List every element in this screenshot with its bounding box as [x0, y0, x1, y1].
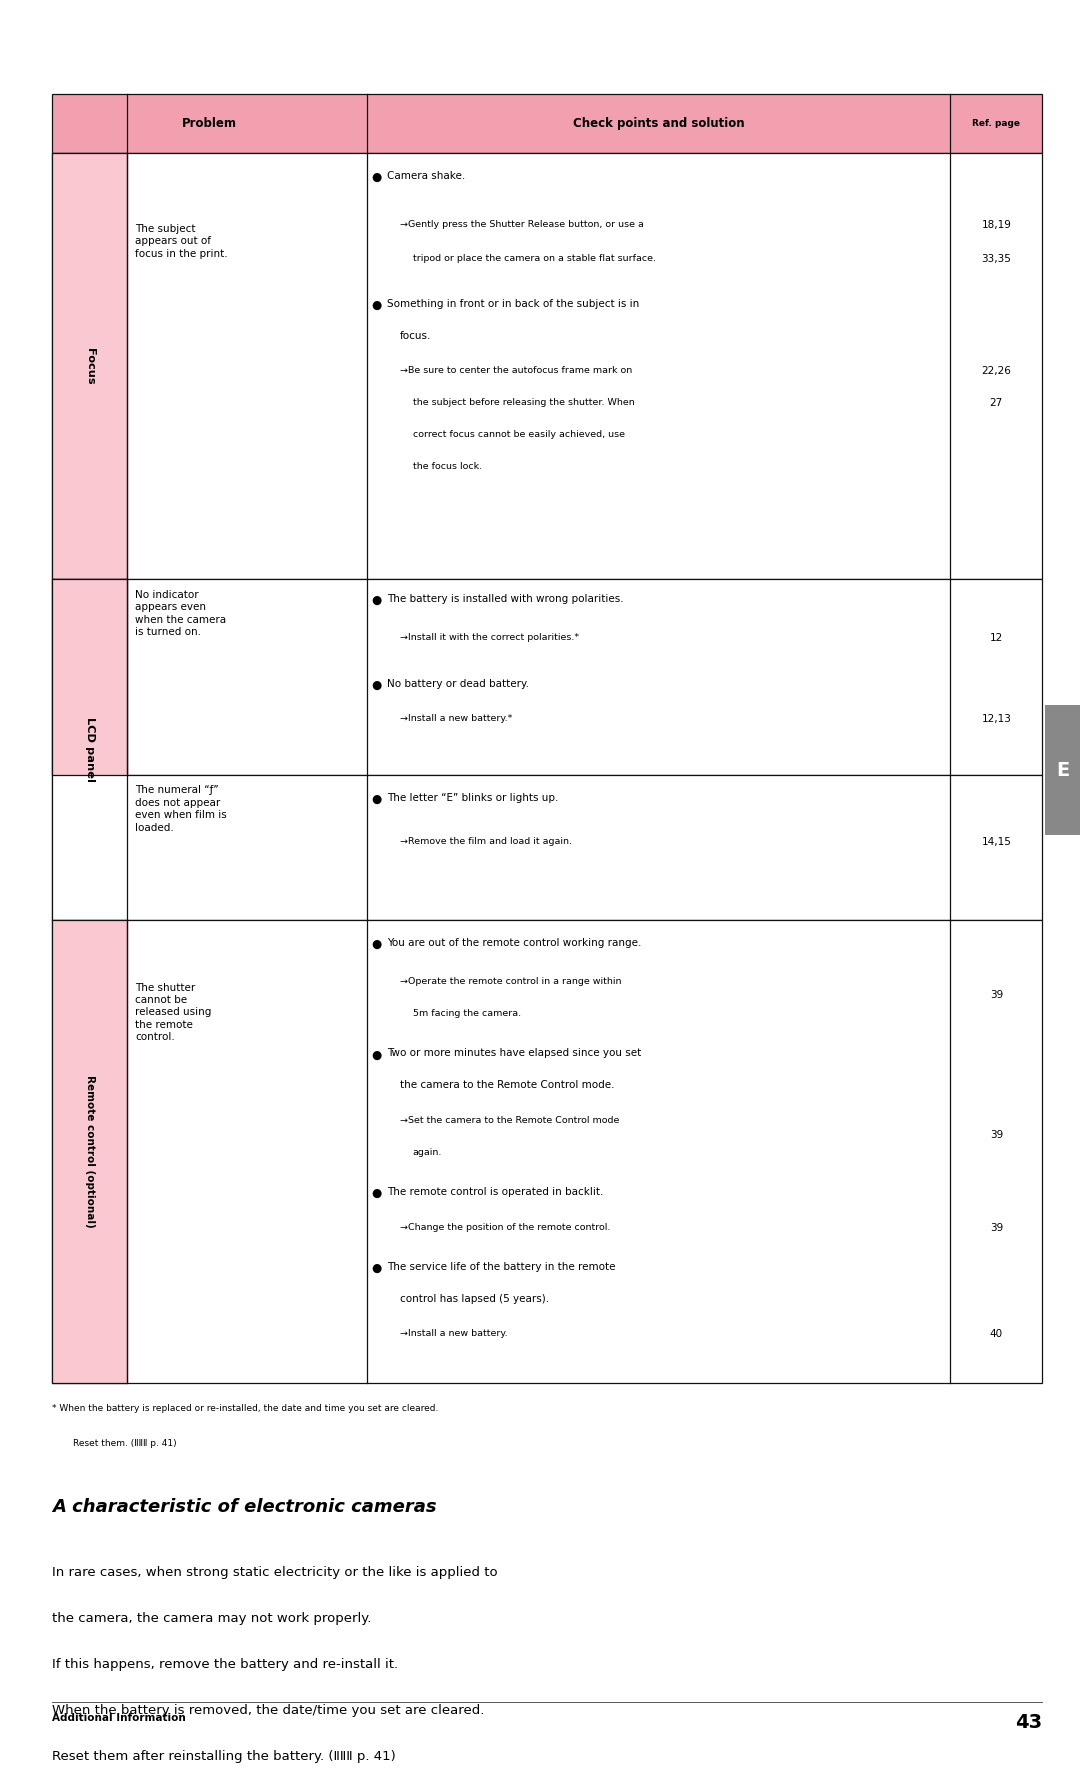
Text: If this happens, remove the battery and re-install it.: If this happens, remove the battery and …	[52, 1658, 397, 1670]
Text: 39: 39	[989, 990, 1003, 1000]
Text: ●: ●	[372, 1262, 381, 1274]
Bar	[52, 920, 127, 1383]
Text: When the battery is removed, the date/time you set are cleared.: When the battery is removed, the date/ti…	[52, 1704, 484, 1717]
Text: Camera shake.: Camera shake.	[387, 171, 464, 181]
Text: ●: ●	[372, 1048, 381, 1061]
Bar	[52, 775, 1042, 920]
Text: 43: 43	[1015, 1713, 1042, 1733]
Text: ●: ●	[372, 1187, 381, 1199]
Text: The shutter
cannot be
released using
the remote
control.: The shutter cannot be released using the…	[135, 983, 212, 1043]
Text: 22,26: 22,26	[982, 366, 1011, 377]
Text: focus.: focus.	[400, 331, 431, 341]
Bar	[52, 153, 1042, 579]
Bar	[52, 94, 1042, 153]
Text: 18,19: 18,19	[982, 220, 1011, 231]
Text: Two or more minutes have elapsed since you set: Two or more minutes have elapsed since y…	[387, 1048, 640, 1059]
Text: 27: 27	[989, 398, 1003, 409]
Text: 39: 39	[989, 1223, 1003, 1233]
Text: the focus lock.: the focus lock.	[413, 462, 482, 471]
Text: 12: 12	[989, 633, 1003, 643]
Bar	[1045, 705, 1080, 835]
Text: The letter “E” blinks or lights up.: The letter “E” blinks or lights up.	[387, 793, 558, 803]
Text: Something in front or in back of the subject is in: Something in front or in back of the sub…	[387, 299, 639, 309]
Text: →Operate the remote control in a range within: →Operate the remote control in a range w…	[400, 977, 621, 986]
Text: ●: ●	[372, 299, 381, 311]
Text: The remote control is operated in backlit.: The remote control is operated in backli…	[387, 1187, 603, 1198]
Text: ●: ●	[372, 594, 381, 606]
Text: ●: ●	[372, 938, 381, 951]
Text: ●: ●	[372, 171, 381, 183]
Text: ●: ●	[372, 793, 381, 805]
Text: Reset them. (ⅡⅡⅡ p. 41): Reset them. (ⅡⅡⅡ p. 41)	[73, 1439, 177, 1448]
Text: →Set the camera to the Remote Control mode: →Set the camera to the Remote Control mo…	[400, 1116, 619, 1125]
Text: →Install it with the correct polarities.*: →Install it with the correct polarities.…	[400, 633, 579, 641]
Text: No battery or dead battery.: No battery or dead battery.	[387, 679, 528, 689]
Text: Ref. page: Ref. page	[972, 119, 1021, 128]
Text: No indicator
appears even
when the camera
is turned on.: No indicator appears even when the camer…	[135, 590, 226, 638]
Text: The battery is installed with wrong polarities.: The battery is installed with wrong pola…	[387, 594, 623, 604]
Text: ●: ●	[372, 679, 381, 691]
Text: the camera, the camera may not work properly.: the camera, the camera may not work prop…	[52, 1612, 372, 1624]
Text: Additional Information: Additional Information	[52, 1713, 186, 1724]
Text: E: E	[1056, 761, 1069, 780]
Text: The service life of the battery in the remote: The service life of the battery in the r…	[387, 1262, 616, 1272]
Text: A characteristic of electronic cameras: A characteristic of electronic cameras	[52, 1498, 436, 1516]
Bar	[52, 153, 127, 579]
Text: →Install a new battery.: →Install a new battery.	[400, 1329, 508, 1338]
Text: LCD panel: LCD panel	[84, 718, 95, 782]
Text: Focus: Focus	[84, 348, 95, 384]
Text: →Change the position of the remote control.: →Change the position of the remote contr…	[400, 1223, 610, 1231]
Bar	[52, 579, 1042, 775]
Text: 40: 40	[989, 1329, 1003, 1340]
Bar	[52, 920, 1042, 1383]
Text: 39: 39	[989, 1130, 1003, 1141]
Text: Remote control (optional): Remote control (optional)	[84, 1075, 95, 1228]
Text: Check points and solution: Check points and solution	[573, 117, 744, 130]
Text: The subject
appears out of
focus in the print.: The subject appears out of focus in the …	[135, 224, 228, 259]
Text: →Gently press the Shutter Release button, or use a: →Gently press the Shutter Release button…	[400, 220, 644, 229]
Text: * When the battery is replaced or re-installed, the date and time you set are cl: * When the battery is replaced or re-ins…	[52, 1404, 438, 1413]
Text: again.: again.	[413, 1148, 442, 1157]
Bar	[52, 579, 127, 775]
Text: You are out of the remote control working range.: You are out of the remote control workin…	[387, 938, 642, 949]
Text: 33,35: 33,35	[982, 254, 1011, 265]
Text: 14,15: 14,15	[982, 837, 1011, 848]
Text: the subject before releasing the shutter. When: the subject before releasing the shutter…	[413, 398, 634, 407]
Bar	[52, 579, 127, 920]
Text: 12,13: 12,13	[982, 714, 1011, 725]
Text: the camera to the Remote Control mode.: the camera to the Remote Control mode.	[400, 1080, 615, 1091]
Text: →Remove the film and load it again.: →Remove the film and load it again.	[400, 837, 571, 846]
Text: 5m facing the camera.: 5m facing the camera.	[413, 1009, 521, 1018]
Text: correct focus cannot be easily achieved, use: correct focus cannot be easily achieved,…	[413, 430, 624, 439]
Text: Problem: Problem	[183, 117, 237, 130]
Text: tripod or place the camera on a stable flat surface.: tripod or place the camera on a stable f…	[413, 254, 656, 263]
Text: →Install a new battery.*: →Install a new battery.*	[400, 714, 512, 723]
Text: Reset them after reinstalling the battery. (ⅡⅡⅡ p. 41): Reset them after reinstalling the batter…	[52, 1750, 395, 1763]
Text: In rare cases, when strong static electricity or the like is applied to: In rare cases, when strong static electr…	[52, 1566, 498, 1578]
Text: →Be sure to center the autofocus frame mark on: →Be sure to center the autofocus frame m…	[400, 366, 632, 375]
Text: The numeral “ƒ”
does not appear
even when film is
loaded.: The numeral “ƒ” does not appear even whe…	[135, 785, 227, 833]
Text: control has lapsed (5 years).: control has lapsed (5 years).	[400, 1294, 549, 1304]
